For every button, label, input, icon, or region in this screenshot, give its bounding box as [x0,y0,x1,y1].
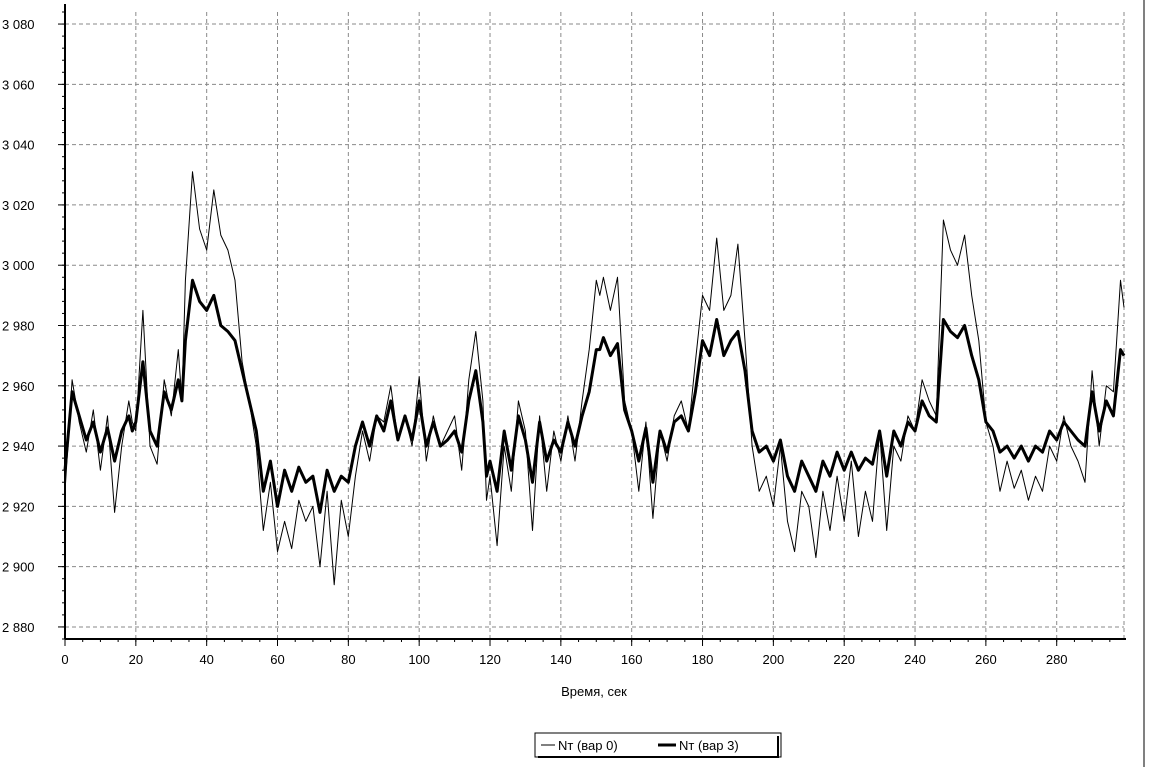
legend-label-series-0: Nт (вар 0) [558,738,618,753]
x-tick-label: 280 [1046,652,1068,667]
y-tick-label: 3 000 [2,258,35,273]
series-layer [63,171,1126,586]
y-tick-label: 2 980 [2,319,35,334]
axes: 2 880 2 900 2 920 2 940 2 960 2 980 3 000 3 020… [2,4,1126,667]
y-tick-label: 2 920 [2,499,35,514]
x-tick-label: 20 [129,652,143,667]
y-tick-label: 3 080 [2,17,35,32]
legend: Nт (вар 0) Nт (вар 3) [534,732,782,758]
x-tick-label: 100 [408,652,430,667]
y-tick-label: 2 940 [2,439,35,454]
legend-box [534,732,782,758]
x-tick-label: 160 [621,652,643,667]
x-tick-label: 260 [975,652,997,667]
x-tick-label: 0 [61,652,68,667]
y-tick-label: 2 960 [2,379,35,394]
grid [65,12,1125,639]
y-tick-label: 3 040 [2,138,35,153]
x-tick-label: 140 [550,652,572,667]
x-tick-label: 220 [833,652,855,667]
x-tick-label: 200 [763,652,785,667]
y-tick-label: 2 900 [2,560,35,575]
x-tick-label: 240 [904,652,926,667]
x-tick-label: 40 [199,652,213,667]
series-line-1 [63,278,1126,514]
y-tick-label: 3 020 [2,198,35,213]
x-axis-label: Время, сек [561,684,627,699]
y-tick-label: 2 880 [2,620,35,635]
y-tick-label: 3 060 [2,77,35,92]
series-line-0 [64,171,1125,586]
x-tick-label: 60 [270,652,284,667]
legend-label-series-1: Nт (вар 3) [679,738,739,753]
x-tick-label: 120 [479,652,501,667]
x-tick-label: 80 [341,652,355,667]
x-tick-label: 180 [692,652,714,667]
